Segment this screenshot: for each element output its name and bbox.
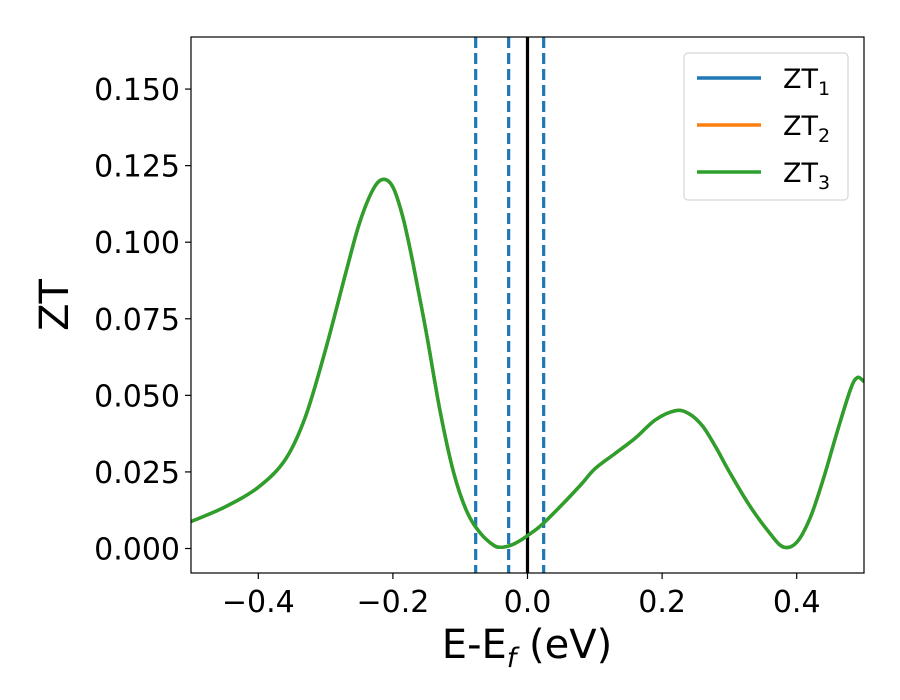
y-tick-label: 0.025 (94, 456, 180, 491)
legend-box (683, 52, 849, 201)
y-axis-ticks: 0.000 0.025 0.050 0.075 0.100 0.125 0.150 (94, 73, 191, 567)
legend: ZT1 ZT2 ZT3 (683, 52, 849, 201)
x-tick-label: −0.4 (222, 585, 295, 620)
x-tick-label: 0.2 (638, 585, 686, 620)
y-tick-label: 0.100 (94, 226, 180, 261)
legend-label-2: ZT2 (783, 111, 830, 147)
y-tick-label: 0.000 (94, 532, 180, 567)
y-tick-label: 0.125 (94, 150, 180, 185)
series-line-zt3 (191, 177, 864, 550)
y-tick-label: 0.075 (94, 303, 180, 338)
y-tick-label: 0.150 (94, 73, 180, 108)
x-tick-label: 0.0 (504, 585, 552, 620)
x-tick-label: −0.2 (356, 585, 429, 620)
legend-label-1: ZT1 (783, 64, 830, 100)
reference-lines (474, 37, 546, 573)
series-lines (191, 177, 864, 550)
y-axis-label: ZT (32, 279, 78, 331)
legend-entries: ZT1 ZT2 ZT3 (697, 64, 830, 194)
x-tick-label: 0.4 (773, 585, 821, 620)
x-axis-label: E-Ef (eV) (442, 622, 612, 674)
y-tick-label: 0.050 (94, 379, 180, 414)
legend-label-3: ZT3 (783, 158, 830, 194)
x-axis-ticks: −0.4 −0.2 0.0 0.2 0.4 (222, 573, 821, 620)
